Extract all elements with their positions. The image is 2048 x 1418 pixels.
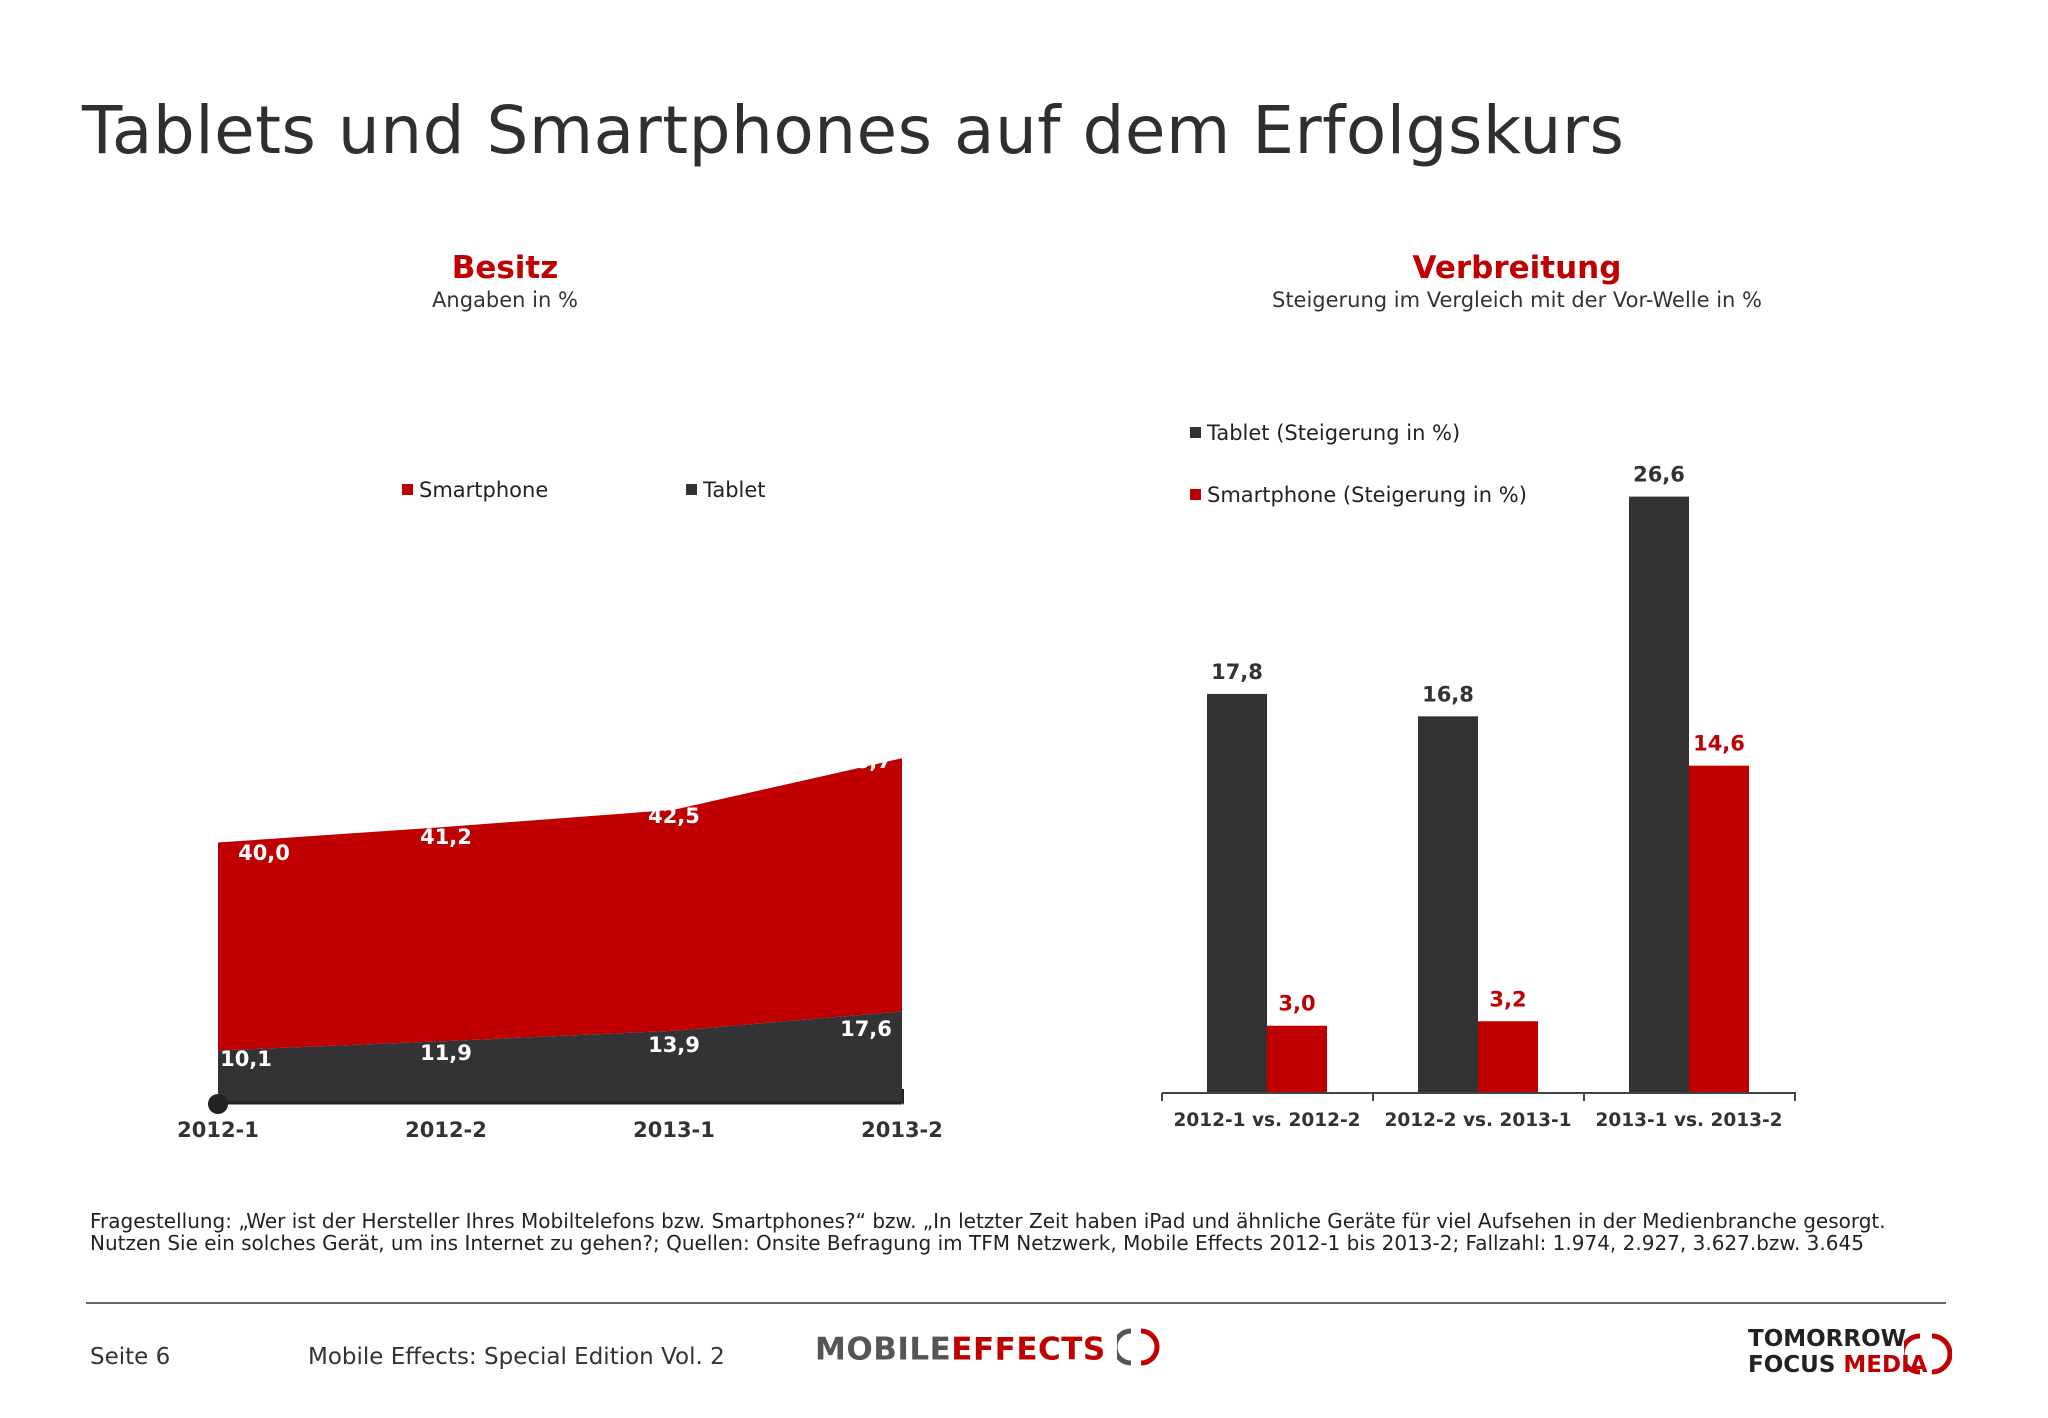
area-x-tick-label: 2013-2 <box>861 1118 943 1142</box>
footer-divider <box>86 1302 1946 1304</box>
tablet-area <box>218 1011 902 1103</box>
logo-tfm-media: MEDIA <box>1843 1352 1928 1378</box>
footer-page-number: Seite 6 <box>90 1344 171 1370</box>
tablet-data-label: 17,6 <box>840 1017 892 1041</box>
smartphone-bar <box>1267 1025 1327 1093</box>
logo-effects-word: EFFECTS <box>951 1331 1106 1368</box>
legend-swatch-tablet <box>686 483 697 495</box>
footer-edition: Mobile Effects: Special Edition Vol. 2 <box>308 1344 725 1370</box>
tomorrow-focus-media-logo: TOMORROW FOCUS MEDIA <box>1748 1326 1952 1378</box>
tablet-bar-label: 17,8 <box>1211 660 1263 684</box>
legend-swatch-smartphone-steigerung <box>1190 488 1201 500</box>
verbreitung-chart-subtitle: Steigerung im Vergleich mit der Vor-Well… <box>1271 288 1762 312</box>
mobile-effects-logo: MOBILEEFFECTS <box>815 1328 1161 1371</box>
legend-label-tablet: Tablet <box>703 478 766 502</box>
axis-origin-marker <box>208 1094 228 1114</box>
legend-label-tablet-steigerung: Tablet (Steigerung in %) <box>1207 421 1461 445</box>
legend-smartphone-steigerung: Smartphone (Steigerung in %) <box>1190 483 1527 507</box>
besitz-chart-subtitle: Angaben in % <box>432 288 578 312</box>
legend-swatch-smartphone <box>402 483 413 495</box>
tablet-bar <box>1418 716 1478 1093</box>
legend-smartphone: Smartphone <box>402 478 548 502</box>
smartphone-bar-label: 3,0 <box>1278 992 1315 1016</box>
smartphone-data-label: 40,0 <box>238 841 290 865</box>
smartphone-bar <box>1478 1021 1538 1093</box>
smartphone-bar-label: 14,6 <box>1693 732 1745 756</box>
area-floor-edge <box>902 1089 904 1105</box>
tablet-data-label: 10,1 <box>220 1047 272 1071</box>
mobile-effects-bracket-icon <box>1112 1328 1160 1366</box>
area-x-tick-label: 2012-2 <box>405 1118 487 1142</box>
tablet-data-label: 13,9 <box>648 1033 700 1057</box>
tablet-bar-label: 16,8 <box>1422 682 1474 706</box>
area-x-tick-label: 2012-1 <box>177 1118 259 1142</box>
page-title: Tablets und Smartphones auf dem Erfolgsk… <box>82 92 1625 169</box>
besitz-chart-title: Besitz <box>451 250 559 286</box>
legend-label-smartphone-steigerung: Smartphone (Steigerung in %) <box>1207 483 1527 507</box>
smartphone-bar-label: 3,2 <box>1489 987 1526 1011</box>
legend-tablet-steigerung: Tablet (Steigerung in %) <box>1190 421 1460 445</box>
tablet-data-label: 11,9 <box>420 1041 472 1065</box>
logo-mobile-word: MOBILE <box>815 1331 952 1368</box>
footnote: Fragestellung: „Wer ist der Hersteller I… <box>90 1209 1886 1255</box>
tablet-bar <box>1629 496 1689 1093</box>
smartphone-bar <box>1689 765 1749 1093</box>
smartphone-data-label: 48,7 <box>840 749 892 773</box>
logo-tfm-focus: FOCUS <box>1748 1352 1836 1378</box>
bar-x-tick-label: 2012-1 vs. 2012-2 <box>1173 1110 1360 1131</box>
smartphone-data-label: 41,2 <box>420 825 472 849</box>
bar-x-tick-label: 2012-2 vs. 2013-1 <box>1384 1110 1571 1131</box>
legend-tablet: Tablet <box>686 478 766 502</box>
tablet-bar-label: 26,6 <box>1633 463 1685 487</box>
smartphone-data-label: 42,5 <box>648 804 700 828</box>
smartphone-area <box>218 758 902 1051</box>
logo-tfm-line1: TOMORROW <box>1748 1326 1907 1352</box>
area-x-tick-label: 2013-1 <box>633 1118 715 1142</box>
verbreitung-chart-title: Verbreitung <box>1412 250 1622 286</box>
tfm-bracket-icon <box>1904 1333 1952 1375</box>
legend-label-smartphone: Smartphone <box>419 478 549 502</box>
bar-x-tick-label: 2013-1 vs. 2013-2 <box>1595 1110 1782 1131</box>
tablet-bar <box>1207 693 1267 1093</box>
legend-swatch-tablet-steigerung <box>1190 426 1201 438</box>
